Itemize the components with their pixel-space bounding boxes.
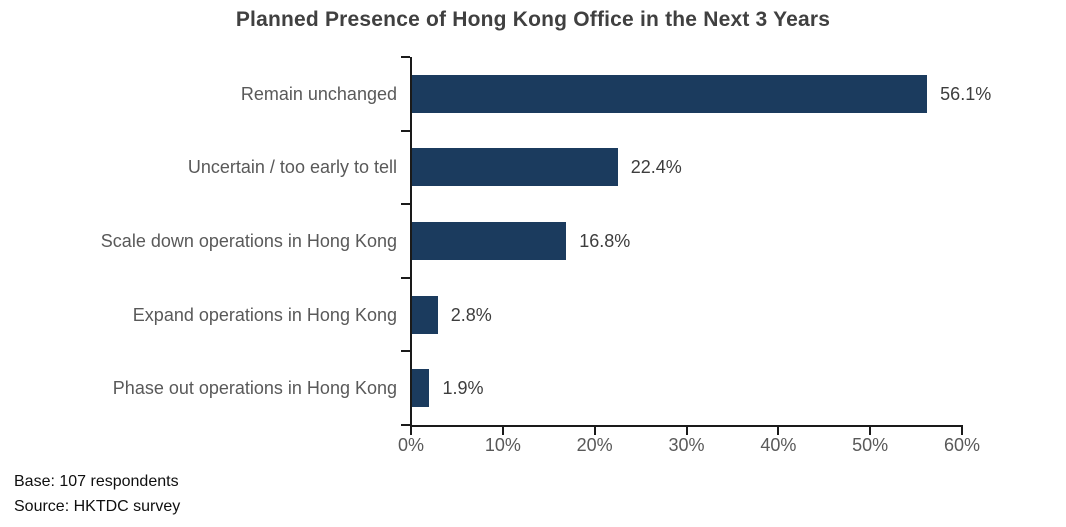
y-axis-tick xyxy=(401,203,410,206)
source-note: Source: HKTDC survey xyxy=(14,498,181,515)
category-label: Phase out operations in Hong Kong xyxy=(112,378,397,399)
y-axis-tick xyxy=(401,424,410,426)
base-note: Base: 107 respondents xyxy=(14,473,179,490)
x-axis-line xyxy=(410,425,963,427)
x-axis-tick xyxy=(501,425,504,435)
x-tick-label: 50% xyxy=(852,435,889,455)
x-axis-tick xyxy=(410,425,412,435)
bar xyxy=(412,74,928,113)
y-axis-tick xyxy=(401,129,410,132)
category-label: Scale down operations in Hong Kong xyxy=(100,231,397,251)
x-axis-tick xyxy=(869,425,872,435)
category-label: Expand operations in Hong Kong xyxy=(132,304,397,325)
y-axis-line xyxy=(410,57,412,425)
y-axis-tick xyxy=(401,276,410,279)
y-axis-tick xyxy=(401,350,410,353)
value-label: 16.8% xyxy=(579,231,631,251)
bar xyxy=(412,369,430,408)
bar xyxy=(412,148,618,187)
x-axis-tick xyxy=(777,425,780,435)
category-label: Remain unchanged xyxy=(240,83,397,104)
x-tick-label: 60% xyxy=(943,435,981,455)
y-axis-tick xyxy=(401,56,410,58)
x-axis-tick xyxy=(593,425,596,435)
x-axis-tick xyxy=(961,425,963,435)
x-tick-label: 40% xyxy=(760,435,797,455)
chart-title: Planned Presence of Hong Kong Office in … xyxy=(235,8,831,31)
bar xyxy=(412,295,438,334)
value-label: 22.4% xyxy=(630,157,682,178)
category-label: Uncertain / too early to tell xyxy=(187,157,397,178)
x-tick-label: 0% xyxy=(397,435,424,455)
x-tick-label: 20% xyxy=(576,435,613,455)
value-label: 1.9% xyxy=(442,378,484,399)
value-label: 56.1% xyxy=(940,83,992,104)
x-tick-label: 30% xyxy=(668,435,705,455)
bar xyxy=(412,222,567,260)
value-label: 2.8% xyxy=(450,304,492,325)
x-tick-label: 10% xyxy=(484,435,521,455)
x-axis-tick xyxy=(685,425,688,435)
footer-notes: Base: 107 respondents Source: HKTDC surv… xyxy=(14,469,180,519)
